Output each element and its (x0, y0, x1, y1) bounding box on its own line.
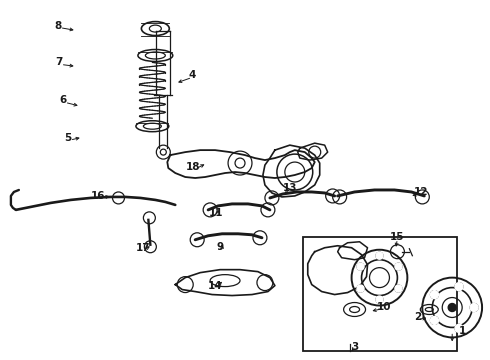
Circle shape (395, 263, 402, 270)
Circle shape (431, 316, 439, 324)
Circle shape (455, 324, 463, 332)
Text: 9: 9 (217, 242, 223, 252)
Text: 3: 3 (351, 342, 358, 352)
Circle shape (470, 303, 478, 311)
Circle shape (455, 283, 463, 291)
Text: 2: 2 (414, 312, 421, 323)
Text: 4: 4 (189, 71, 196, 80)
Circle shape (376, 296, 383, 303)
Bar (303, 237, 457, 351)
Text: 15: 15 (390, 232, 405, 242)
Circle shape (395, 285, 402, 292)
Text: 10: 10 (377, 302, 392, 311)
Circle shape (431, 291, 439, 298)
Text: 7: 7 (55, 58, 62, 67)
Text: 5: 5 (64, 133, 72, 143)
Text: 1: 1 (459, 327, 466, 336)
Circle shape (357, 285, 364, 292)
Text: 12: 12 (414, 187, 429, 197)
Text: 11: 11 (209, 208, 223, 218)
Text: 6: 6 (59, 95, 66, 105)
Text: 16: 16 (90, 191, 105, 201)
Circle shape (376, 252, 383, 259)
Text: 17: 17 (136, 243, 151, 253)
Text: 8: 8 (54, 21, 61, 31)
Text: 13: 13 (283, 183, 297, 193)
Text: 14: 14 (208, 280, 222, 291)
Circle shape (448, 303, 456, 311)
Text: 18: 18 (186, 162, 200, 172)
Circle shape (357, 263, 364, 270)
